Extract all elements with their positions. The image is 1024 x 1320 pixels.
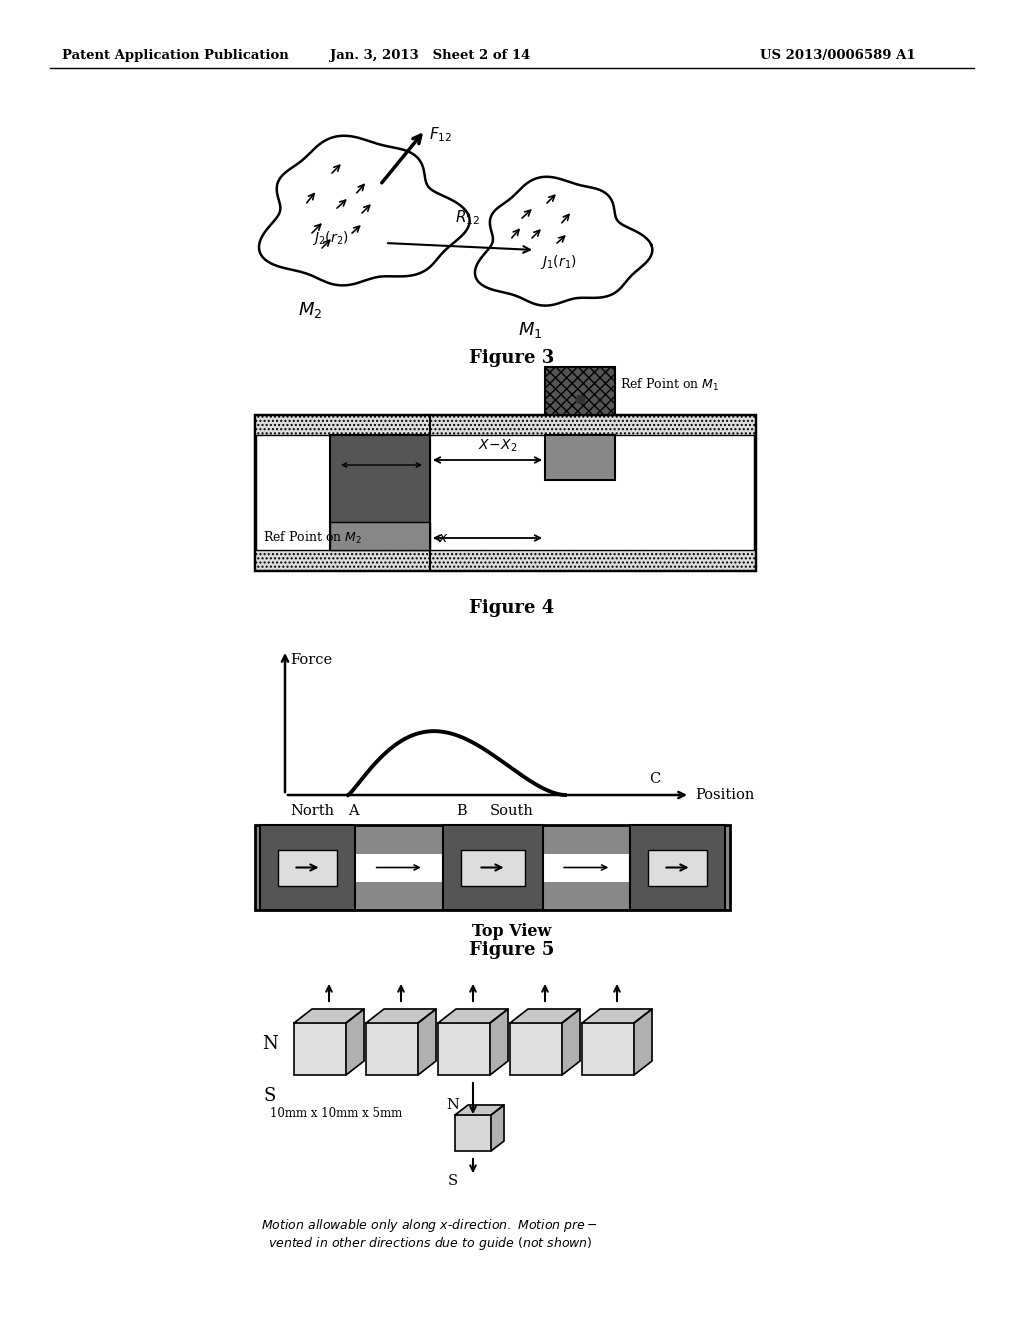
Polygon shape [634, 1008, 652, 1074]
Bar [510, 1023, 562, 1074]
Text: N: N [262, 1035, 278, 1053]
Bar [260, 825, 355, 909]
Bar [330, 521, 430, 550]
Text: $X\!-\!X_2$: $X\!-\!X_2$ [478, 438, 517, 454]
Text: Patent Application Publication: Patent Application Publication [62, 49, 289, 62]
Text: US 2013/0006589 A1: US 2013/0006589 A1 [760, 49, 915, 62]
Text: Ref Point on $M_2$: Ref Point on $M_2$ [263, 529, 362, 546]
Bar [582, 1023, 634, 1074]
Text: South: South [490, 804, 534, 818]
Text: Position: Position [695, 788, 755, 803]
Text: B: B [457, 804, 467, 818]
Polygon shape [510, 1008, 580, 1023]
Polygon shape [366, 1008, 436, 1023]
Text: $R_{12}$: $R_{12}$ [455, 209, 480, 227]
Polygon shape [438, 1008, 508, 1023]
Text: A: A [348, 804, 358, 818]
Text: $F_{12}$: $F_{12}$ [429, 125, 453, 144]
Text: $J_1(r_1)$: $J_1(r_1)$ [540, 253, 577, 271]
Bar [545, 436, 615, 480]
Text: S: S [264, 1086, 276, 1105]
Text: $\it{vented\ in\ other\ directions\ due\ to\ guide\ (not\ shown)}$: $\it{vented\ in\ other\ directions\ due\… [267, 1234, 592, 1251]
Text: Force: Force [290, 653, 332, 667]
Bar [648, 850, 707, 886]
Bar [442, 825, 543, 909]
Text: $\it{Motion\ allowable\ only\ along\ x\text{-}direction.\ Motion\ pre-}$: $\it{Motion\ allowable\ only\ along\ x\t… [261, 1217, 599, 1233]
Polygon shape [490, 1105, 504, 1151]
Bar [461, 850, 524, 886]
Text: 10mm x 10mm x 5mm: 10mm x 10mm x 5mm [270, 1107, 402, 1121]
Bar [455, 1115, 490, 1151]
Text: N: N [446, 1098, 460, 1111]
Bar [255, 414, 755, 570]
Bar [438, 1023, 490, 1074]
Bar [255, 550, 755, 570]
Polygon shape [346, 1008, 364, 1074]
Text: Figure 3: Figure 3 [469, 348, 555, 367]
Text: Ref Point on $M_1$: Ref Point on $M_1$ [620, 378, 720, 393]
Bar [330, 854, 655, 882]
Text: S: S [447, 1173, 458, 1188]
Bar [545, 367, 615, 414]
Polygon shape [562, 1008, 580, 1074]
Text: North: North [290, 804, 334, 818]
Bar [330, 436, 430, 550]
Text: Figure 4: Figure 4 [469, 599, 555, 616]
Text: $J_2(r_2)$: $J_2(r_2)$ [312, 228, 349, 247]
Bar [366, 1023, 418, 1074]
Text: $M_2$: $M_2$ [298, 300, 323, 319]
Text: C: C [649, 772, 660, 785]
Bar [278, 850, 337, 886]
Polygon shape [418, 1008, 436, 1074]
Bar [255, 414, 755, 436]
Polygon shape [455, 1105, 504, 1115]
Text: Jan. 3, 2013   Sheet 2 of 14: Jan. 3, 2013 Sheet 2 of 14 [330, 49, 530, 62]
Polygon shape [294, 1008, 364, 1023]
Text: Top View: Top View [472, 924, 552, 940]
Polygon shape [490, 1008, 508, 1074]
Bar [294, 1023, 346, 1074]
Text: $x$: $x$ [438, 531, 449, 545]
Bar [255, 825, 730, 909]
Text: Figure 5: Figure 5 [469, 941, 555, 960]
Bar [630, 825, 725, 909]
Polygon shape [582, 1008, 652, 1023]
Text: $M_1$: $M_1$ [518, 319, 542, 341]
